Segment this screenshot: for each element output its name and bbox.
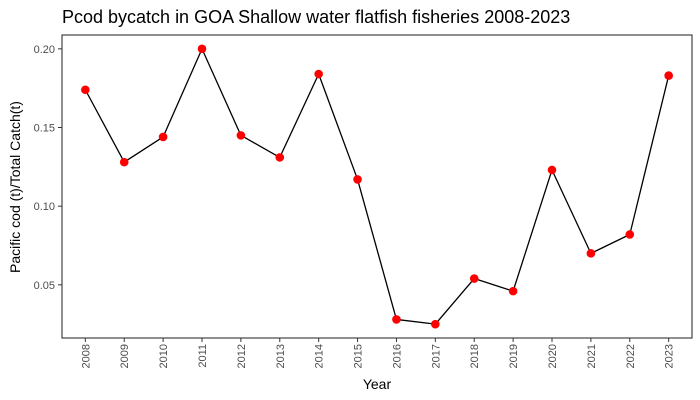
y-tick-label: 0.10 bbox=[34, 201, 55, 213]
data-point bbox=[81, 85, 90, 95]
y-tick-label: 0.20 bbox=[34, 44, 55, 56]
x-tick-label: 2013 bbox=[275, 344, 287, 368]
y-tick-label: 0.05 bbox=[34, 280, 55, 292]
x-tick-label: 2016 bbox=[391, 344, 403, 368]
plot-panel bbox=[61, 34, 693, 339]
data-point bbox=[586, 249, 596, 258]
x-tick-label: 2008 bbox=[80, 344, 92, 368]
x-tick-label: 2011 bbox=[197, 344, 209, 368]
x-tick-label: 2015 bbox=[353, 344, 365, 368]
chart-title: Pcod bycatch in GOA Shallow water flatfi… bbox=[62, 7, 570, 27]
y-tick-label: 0.15 bbox=[34, 123, 55, 135]
data-point bbox=[158, 132, 168, 142]
y-axis-title: Pacific cod (t)/Total Catch(t) bbox=[7, 101, 23, 273]
data-point bbox=[392, 315, 401, 324]
series-line bbox=[84, 48, 670, 325]
x-tick-label: 2019 bbox=[508, 344, 520, 368]
x-tick-label: 2022 bbox=[625, 344, 637, 368]
data-point bbox=[119, 157, 129, 167]
data-point bbox=[314, 69, 323, 79]
x-tick-label: 2023 bbox=[664, 344, 676, 368]
x-tick-label: 2014 bbox=[314, 344, 326, 368]
x-tick-label: 2017 bbox=[430, 344, 442, 368]
x-tick-label: 2018 bbox=[469, 344, 481, 368]
data-point bbox=[508, 286, 518, 296]
x-tick-label: 2010 bbox=[158, 344, 170, 368]
series-line-path bbox=[84, 48, 670, 325]
data-point bbox=[431, 319, 440, 329]
data-point bbox=[625, 230, 635, 239]
data-point bbox=[664, 71, 673, 80]
x-axis: 2008 2009 2010 2011 2012 2013 2014 2015 2016 2017… bbox=[80, 338, 676, 368]
data-point bbox=[275, 153, 285, 162]
data-point bbox=[547, 165, 557, 175]
x-tick-label: 2009 bbox=[119, 344, 131, 368]
y-axis: 0.05 0.10 0.15 0.20 bbox=[34, 44, 62, 292]
x-tick-label: 2020 bbox=[547, 344, 559, 368]
data-point bbox=[353, 175, 362, 184]
data-point bbox=[236, 131, 246, 140]
x-tick-label: 2021 bbox=[586, 344, 598, 368]
x-axis-title: Year bbox=[363, 376, 392, 392]
series-points bbox=[81, 44, 673, 329]
data-point bbox=[469, 274, 479, 283]
x-tick-label: 2012 bbox=[236, 344, 248, 368]
data-point bbox=[197, 44, 207, 54]
